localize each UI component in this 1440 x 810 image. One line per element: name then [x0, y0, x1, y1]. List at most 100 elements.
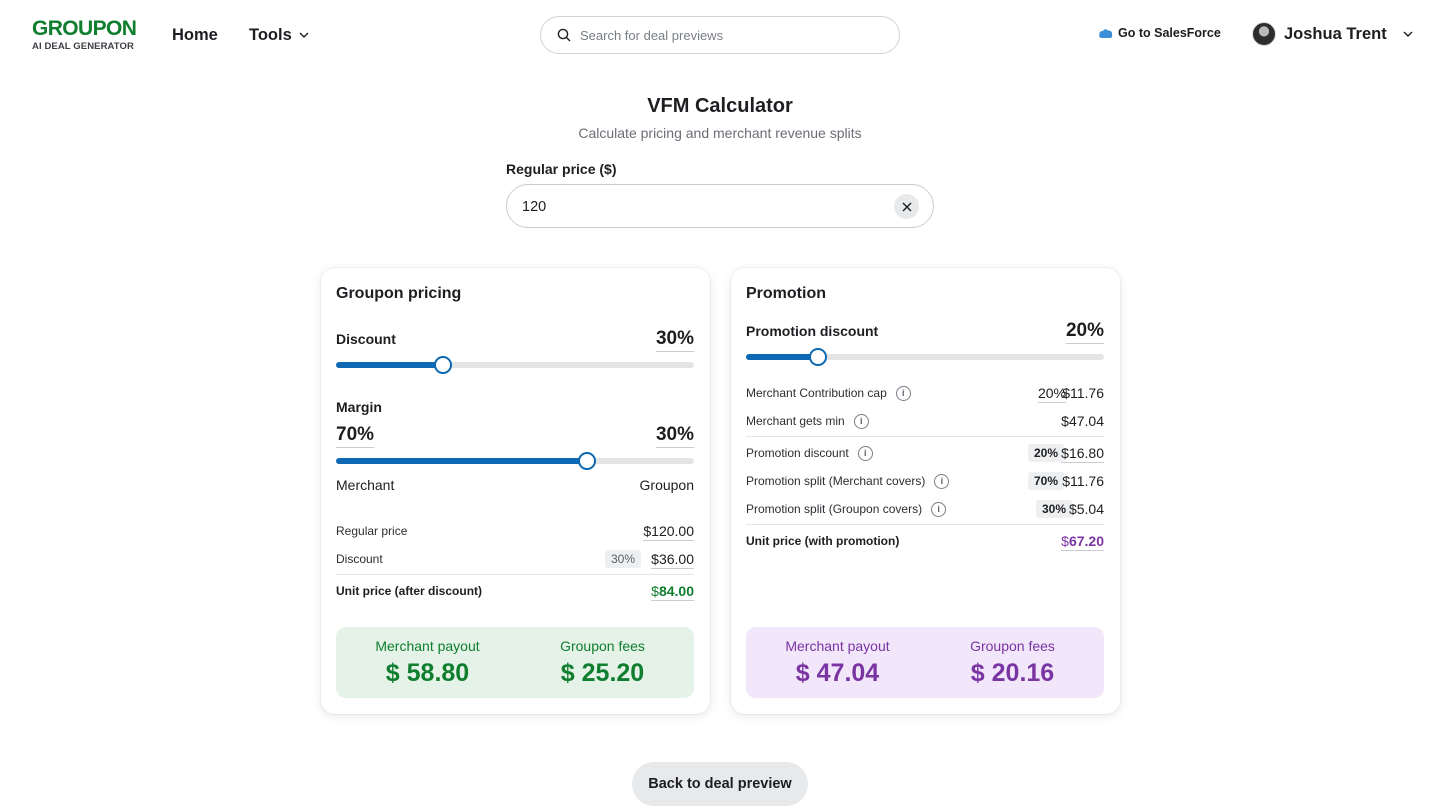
discount-label: Discount — [336, 331, 396, 347]
slider-thumb[interactable] — [808, 348, 827, 366]
avatar — [1252, 22, 1276, 46]
merchant-payout-value: $ 58.80 — [385, 659, 470, 687]
nav-home[interactable]: Home — [172, 26, 218, 44]
merchant-payout: Merchant payout $ 47.04 — [748, 637, 927, 688]
info-icon[interactable]: i — [857, 445, 873, 461]
row-text: Promotion discount — [746, 446, 849, 460]
info-icon[interactable]: i — [895, 385, 911, 401]
logo-wordmark: GROUPON — [32, 17, 137, 40]
regular-price-row-label: Regular price — [336, 523, 407, 539]
merchant-payout-value: $ 47.04 — [795, 659, 880, 687]
page-subtitle: Calculate pricing and merchant revenue s… — [578, 125, 862, 141]
row-text: Unit price (with promotion) — [746, 534, 900, 548]
divider — [746, 436, 1104, 437]
groupon-logo[interactable]: GROUPON AI DEAL GENERATOR — [32, 17, 144, 53]
row-text: Merchant gets min — [746, 414, 845, 428]
info-icon[interactable]: i — [931, 501, 947, 517]
split-merchant-value: $11.76 — [1062, 473, 1104, 489]
back-to-deal-preview-button[interactable]: Back to deal preview — [632, 762, 808, 806]
unit-price-row-label: Unit price (after discount) — [336, 583, 482, 599]
chevron-down-icon — [299, 32, 309, 38]
salesforce-link[interactable]: Go to SalesForce — [1098, 26, 1221, 40]
salesforce-link-label: Go to SalesForce — [1118, 26, 1221, 40]
merchant-min-label: Merchant gets min i — [746, 413, 869, 429]
row-text: Unit price (after discount) — [336, 584, 483, 598]
contribution-cap-value: $11.76 — [1062, 385, 1104, 401]
split-merchant-pill: 70% — [1027, 472, 1064, 490]
groupon-fees-value: $ 20.16 — [970, 659, 1055, 687]
promo-unit-price-value: $67.20 — [1061, 532, 1104, 551]
top-header: GROUPON AI DEAL GENERATOR Home Tools Go … — [0, 0, 1440, 70]
card-title: Promotion — [746, 285, 826, 302]
close-icon — [902, 202, 911, 211]
groupon-label: Groupon — [639, 477, 694, 493]
split-groupon-pill: 30% — [1035, 500, 1072, 518]
slider-thumb[interactable] — [577, 452, 596, 470]
margin-slider[interactable] — [336, 452, 694, 470]
discount-pill: 30% — [604, 550, 641, 568]
discount-value[interactable]: 30% — [655, 328, 694, 352]
promo-unit-price-label: Unit price (with promotion) — [746, 533, 899, 549]
slider-thumb[interactable] — [434, 356, 453, 374]
regular-price-label: Regular price ($) — [506, 161, 617, 177]
margin-groupon-value[interactable]: 30% — [655, 424, 694, 448]
groupon-pricing-card: Groupon pricing Discount 30% Margin 70% … — [321, 268, 710, 714]
info-icon[interactable]: i — [853, 413, 869, 429]
search-input[interactable] — [580, 27, 880, 43]
promo-discount-pill: 20% — [1027, 444, 1064, 462]
groupon-fees-label: Groupon fees — [560, 638, 645, 654]
divider — [746, 524, 1104, 525]
contribution-cap-label: Merchant Contribution cap i — [746, 385, 911, 401]
discount-row-label: Discount — [336, 551, 383, 567]
regular-price-input[interactable] — [522, 196, 882, 218]
regular-price-row-value: $120.00 — [643, 523, 694, 541]
merchant-min-value: $47.04 — [1061, 413, 1104, 429]
discount-slider[interactable] — [336, 356, 694, 374]
promotion-summary: Merchant payout $ 47.04 Groupon fees $ 2… — [746, 627, 1104, 698]
contribution-cap-percent[interactable]: 20% — [1037, 385, 1066, 403]
row-text: Regular price — [336, 524, 408, 538]
merchant-label: Merchant — [336, 477, 395, 493]
merchant-payout-label: Merchant payout — [375, 638, 480, 654]
card-title: Groupon pricing — [336, 285, 462, 302]
slider-fill — [746, 354, 818, 360]
clear-price-button[interactable] — [894, 194, 919, 219]
search-icon — [557, 28, 571, 42]
row-text: Promotion split (Merchant covers) — [746, 474, 926, 488]
promo-unit-price-amount: 67.20 — [1068, 533, 1104, 549]
margin-merchant-value[interactable]: 70% — [336, 424, 375, 448]
groupon-fees-value: $ 25.20 — [560, 659, 645, 687]
currency-symbol: $ — [1061, 533, 1069, 549]
nav-tools-dropdown[interactable]: Tools — [249, 24, 310, 46]
slider-fill — [336, 458, 587, 464]
currency-symbol: $ — [651, 583, 659, 599]
groupon-fees: Groupon fees $ 25.20 — [513, 637, 692, 688]
slider-fill — [336, 362, 444, 368]
groupon-fees-label: Groupon fees — [970, 638, 1055, 654]
groupon-fees: Groupon fees $ 20.16 — [923, 637, 1102, 688]
margin-label: Margin — [336, 399, 382, 415]
split-merchant-label: Promotion split (Merchant covers) i — [746, 473, 950, 489]
promotion-discount-slider[interactable] — [746, 348, 1104, 366]
row-text: Discount — [336, 552, 383, 566]
info-icon[interactable]: i — [934, 473, 950, 489]
promo-discount-row-value: $16.80 — [1061, 445, 1104, 463]
split-groupon-value: $5.04 — [1068, 501, 1104, 517]
search-bar[interactable] — [540, 16, 900, 54]
unit-price-amount: 84.00 — [658, 583, 694, 599]
unit-price-row-value: $84.00 — [651, 582, 694, 601]
salesforce-cloud-icon — [1099, 28, 1113, 38]
nav-tools-label: Tools — [249, 26, 292, 44]
promo-discount-row-label: Promotion discount i — [746, 445, 873, 461]
row-text: Promotion split (Groupon covers) — [746, 502, 923, 516]
promotion-card: Promotion Promotion discount 20% Merchan… — [731, 268, 1120, 714]
split-groupon-label: Promotion split (Groupon covers) i — [746, 501, 947, 517]
regular-price-field — [506, 184, 934, 228]
user-menu[interactable]: Joshua Trent — [1252, 22, 1414, 46]
promotion-discount-value[interactable]: 20% — [1065, 320, 1104, 344]
user-name: Joshua Trent — [1284, 24, 1387, 43]
discount-row-value: $36.00 — [651, 551, 694, 569]
merchant-payout-label: Merchant payout — [785, 638, 890, 654]
groupon-pricing-summary: Merchant payout $ 58.80 Groupon fees $ 2… — [336, 627, 694, 698]
divider — [336, 574, 694, 575]
